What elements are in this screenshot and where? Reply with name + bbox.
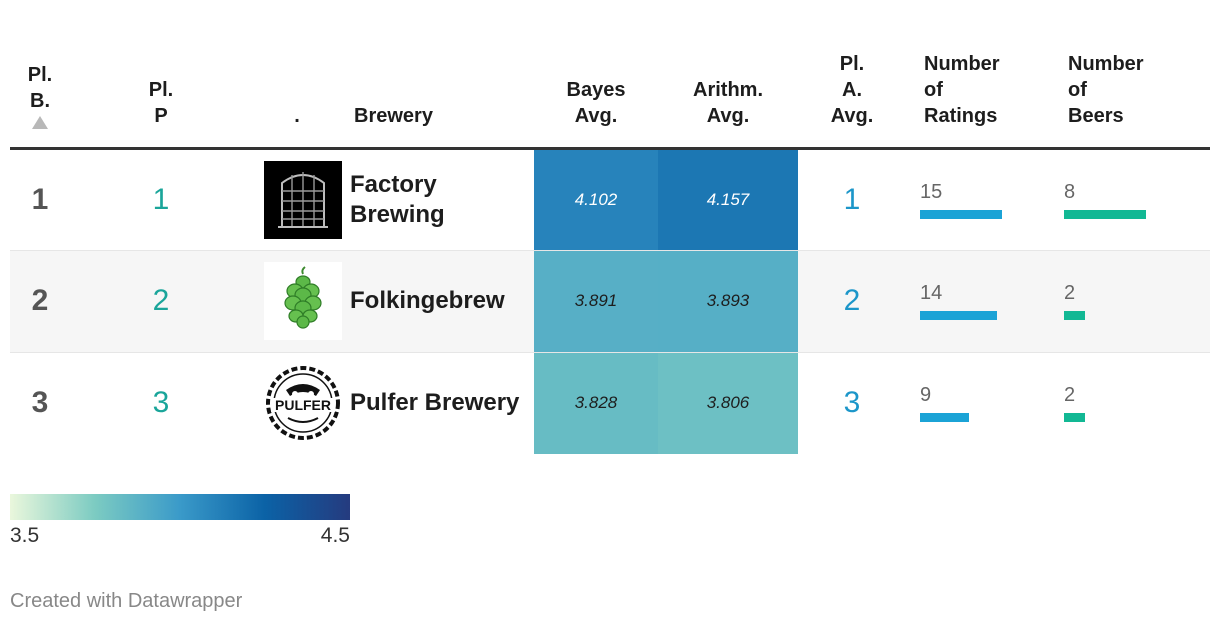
arith-avg-cell: 3.893: [658, 250, 798, 352]
header-arith-line: Avg.: [706, 104, 750, 127]
header-brewery-label: Brewery: [354, 104, 433, 127]
bayes-avg-cell: 4.102: [534, 148, 658, 250]
header-pl-b[interactable]: Pl. B.: [10, 0, 70, 148]
header-arith-line: Arithm.: [693, 78, 763, 101]
legend-max-label: 4.5: [320, 524, 350, 547]
header-pl-a-line: Pl.: [839, 52, 865, 75]
ratings-value: 9: [920, 384, 932, 407]
rank-a-cell: 1: [843, 182, 861, 216]
header-ratings-line: Ratings: [924, 104, 998, 127]
ratings-cell: 9: [906, 352, 1050, 454]
beers-value: 2: [1064, 384, 1076, 407]
header-beers-line: of: [1068, 78, 1087, 101]
header-pl-a-avg[interactable]: Pl. A. Avg.: [798, 0, 906, 148]
ranking-table-container: Pl. B. Pl. P . Brewery Bayes Avg. Arithm…: [10, 0, 1210, 454]
header-beers-line: Number: [1068, 52, 1144, 75]
logo-cell: [252, 148, 342, 250]
arith-avg-cell: 3.806: [658, 352, 798, 454]
ratings-cell: 14: [906, 250, 1050, 352]
brewery-name: Pulfer Brewery: [350, 389, 520, 417]
rank-p-cell: 3: [152, 386, 170, 420]
brewery-name: Factory Brewing: [350, 170, 445, 228]
header-beers[interactable]: Number of Beers: [1050, 0, 1210, 148]
beers-bar: [1064, 209, 1146, 219]
header-arith-avg[interactable]: Arithm. Avg.: [658, 0, 798, 148]
ratings-cell: 15: [906, 148, 1050, 250]
ratings-bar: [920, 209, 1002, 219]
sort-ascending-icon: [32, 115, 48, 129]
beers-bar: [1064, 413, 1085, 423]
beers-value: 2: [1064, 282, 1076, 304]
logo-cell: [252, 250, 342, 352]
rank-b-cell: 3: [31, 386, 49, 420]
table-row: 3 3 PULFER Pulfer Brewery 3.828 3.806 3: [10, 352, 1210, 454]
rank-a-cell: 3: [843, 386, 861, 420]
bayes-avg-cell: 3.891: [534, 250, 658, 352]
datawrapper-credit[interactable]: Created with Datawrapper: [10, 590, 243, 612]
header-pl-a-line: A.: [842, 78, 862, 101]
header-bayes-line: Bayes: [566, 78, 626, 101]
rank-b-cell: 1: [31, 182, 49, 216]
logo-cell: PULFER: [252, 352, 342, 454]
color-scale-legend: 3.5 4.5: [10, 494, 350, 547]
header-pl-p-line: P: [154, 104, 168, 127]
hop-cone-logo: [264, 262, 342, 340]
ratings-bar: [920, 413, 969, 423]
legend-min-label: 3.5: [10, 524, 40, 547]
header-pl-b-line: Pl.: [27, 63, 53, 86]
arith-avg-cell: 4.157: [658, 148, 798, 250]
ratings-value: 15: [920, 180, 943, 203]
header-ratings-line: of: [924, 78, 943, 101]
rank-b-cell: 2: [31, 284, 49, 317]
header-ratings-line: Number: [924, 52, 1000, 75]
beers-value: 8: [1064, 180, 1076, 203]
table-row: 2 2 Folkingebrew 3: [10, 250, 1210, 352]
header-bayes-line: Avg.: [574, 104, 618, 127]
header-pl-b-line: B.: [30, 89, 50, 112]
beers-bar: [1064, 311, 1085, 320]
factory-brewing-logo: [264, 160, 342, 239]
ratings-bar: [920, 311, 997, 320]
beers-cell: 2: [1050, 250, 1210, 352]
beers-cell: 2: [1050, 352, 1210, 454]
ratings-value: 14: [920, 282, 943, 304]
header-beers-line: Beers: [1068, 104, 1124, 127]
color-scale-gradient: [10, 494, 350, 520]
brewery-name: Folkingebrew: [350, 287, 505, 314]
table-row: 1 1 Factory Brewing 4.102 4.157: [10, 148, 1210, 250]
header-logo-label: .: [294, 104, 300, 127]
header-bayes-avg[interactable]: Bayes Avg.: [534, 0, 658, 148]
table-header-row: Pl. B. Pl. P . Brewery Bayes Avg. Arithm…: [10, 0, 1210, 148]
header-ratings[interactable]: Number of Ratings: [906, 0, 1050, 148]
beers-cell: 8: [1050, 148, 1210, 250]
bayes-avg-cell: 3.828: [534, 352, 658, 454]
color-scale-labels: 3.5 4.5: [10, 520, 350, 547]
svg-text:PULFER: PULFER: [275, 397, 331, 413]
header-brewery[interactable]: Brewery: [342, 0, 534, 148]
rank-a-cell: 2: [843, 284, 861, 317]
brewery-ranking-table: Pl. B. Pl. P . Brewery Bayes Avg. Arithm…: [10, 0, 1210, 454]
header-pl-a-line: Avg.: [830, 104, 874, 127]
rank-p-cell: 2: [152, 284, 170, 317]
header-pl-p-line: Pl.: [148, 78, 174, 101]
pulfer-brewery-logo: PULFER: [264, 364, 342, 443]
header-logo[interactable]: .: [252, 0, 342, 148]
rank-p-cell: 1: [152, 182, 170, 216]
header-pl-p[interactable]: Pl. P: [70, 0, 252, 148]
